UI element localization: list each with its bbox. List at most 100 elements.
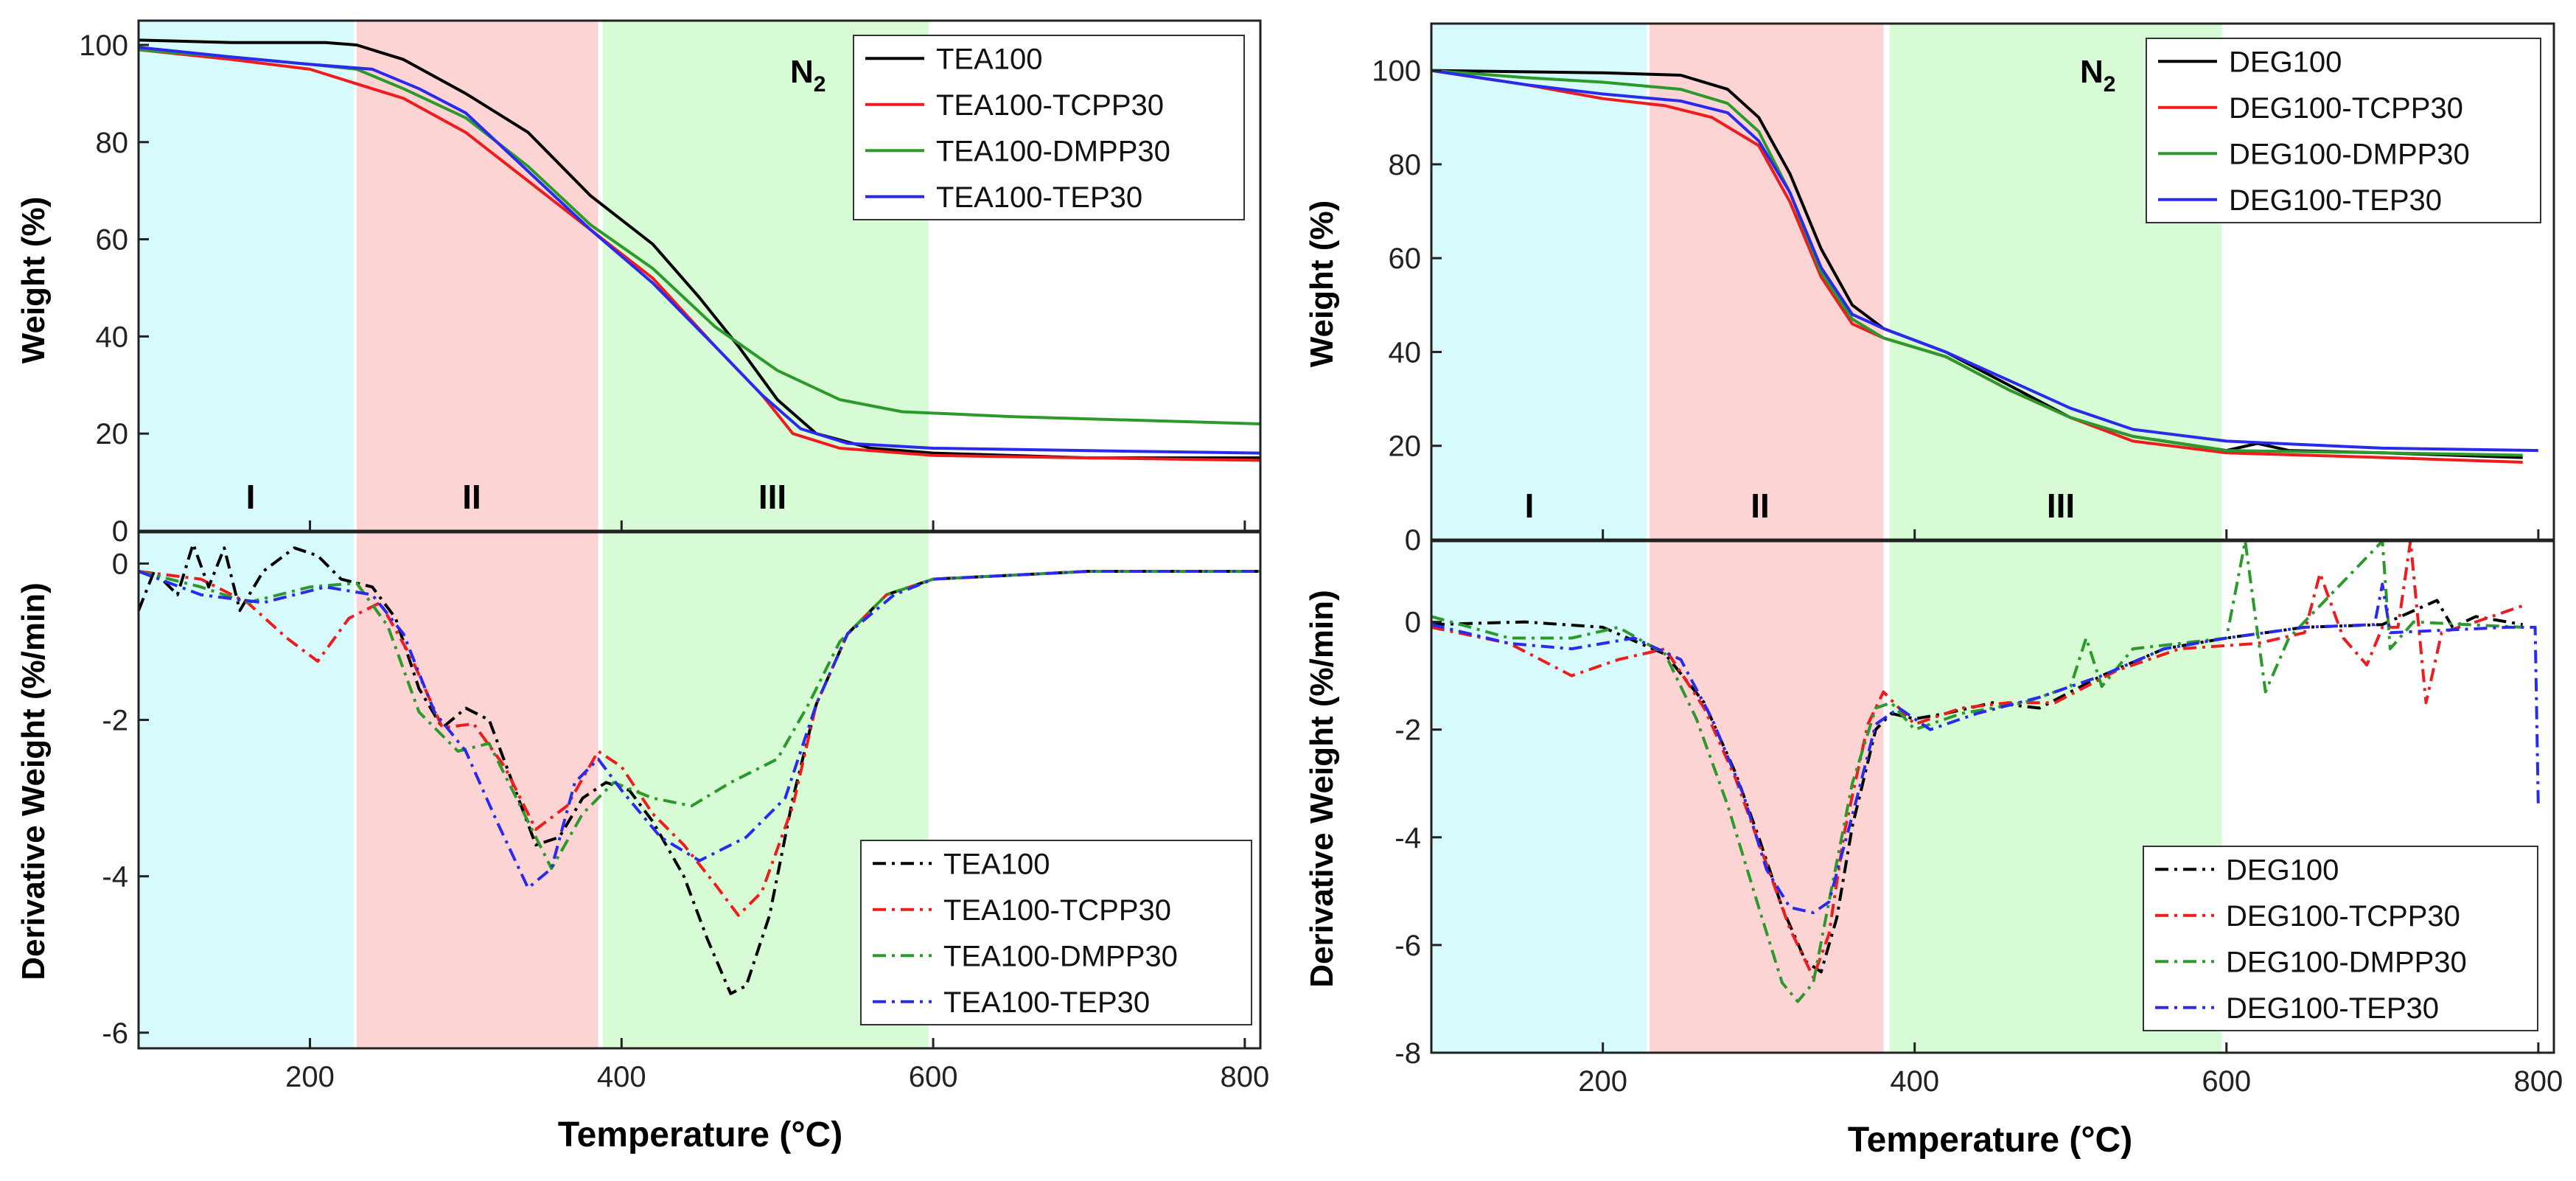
left-xtick-label: 600 xyxy=(909,1061,958,1093)
left-region-label-3: III xyxy=(758,478,786,516)
left-atmosphere-label: N2 xyxy=(790,54,825,97)
right-weight-line-4 xyxy=(1431,69,2538,453)
right-bottom-ytick-label: -2 xyxy=(1395,714,1421,747)
left-bottom-legend-entry: TEA100-DMPP30 xyxy=(943,940,1178,972)
right-bottom-y-axis-label: Derivative Weight (%/min) xyxy=(1304,590,1340,988)
left-xtick-label: 800 xyxy=(1220,1061,1269,1093)
right-top-ytick-label: 0 xyxy=(1405,524,1421,557)
left-region-band-2 xyxy=(356,21,598,531)
left-region-band-2 xyxy=(356,532,598,1048)
right-bottom-legend-box xyxy=(2143,846,2538,1031)
right-axes-frames xyxy=(1430,22,2555,1054)
left-derivative-series xyxy=(137,542,1260,995)
left-top-y-axis-label: Weight (%) xyxy=(15,197,52,364)
right-top-legend-entry: DEG100 xyxy=(2229,46,2342,78)
left-top-ytick-label: 100 xyxy=(79,29,128,62)
right-panel: 0 20 40 60 80 100 -8 -6 -4 -2 0 200 400 600 800 I II I… xyxy=(1304,22,2563,1160)
left-bottom-region-bands xyxy=(139,532,929,1048)
right-top-axes-frame xyxy=(1430,22,2555,541)
left-top-ytick-label: 40 xyxy=(96,321,129,353)
right-xtick-label: 200 xyxy=(1578,1065,1627,1098)
right-region-band-1 xyxy=(1431,24,1647,540)
right-bottom-legend-entry: DEG100-TCPP30 xyxy=(2226,900,2460,933)
right-top-legend-entry: DEG100-TEP30 xyxy=(2229,184,2442,217)
left-top-ytick-label: 80 xyxy=(96,127,129,159)
left-top-legend-entry: TEA100 xyxy=(936,43,1043,75)
left-top-legend-entry: TEA100-TCPP30 xyxy=(936,89,1164,122)
right-bottom-legend-entry: DEG100 xyxy=(2226,854,2339,886)
right-bottom-axes-frame xyxy=(1430,540,2555,1054)
right-x-axis-label: Temperature (°C) xyxy=(1848,1121,2132,1160)
left-weight-line-2 xyxy=(138,48,1261,462)
right-region-label-3: III xyxy=(2047,487,2075,525)
left-bottom-ytick-label: -2 xyxy=(102,705,128,737)
right-derivative-line-3 xyxy=(1431,540,2523,1003)
left-top-ytick-label: 60 xyxy=(96,224,129,257)
right-top-ytick-label: 20 xyxy=(1389,431,1422,463)
right-weight-line-3 xyxy=(1431,69,2523,457)
right-weight-line-2 xyxy=(1431,69,2523,464)
right-top-legend-box xyxy=(2146,38,2541,223)
left-bottom-ytick-label: -6 xyxy=(102,1017,128,1050)
right-region-band-1 xyxy=(1431,541,1647,1053)
right-region-label-2: II xyxy=(1751,487,1770,525)
left-bottom-y-axis-label: Derivative Weight (%/min) xyxy=(15,582,52,980)
right-bottom-legend-entry: DEG100-TEP30 xyxy=(2226,992,2439,1025)
left-region-band-1 xyxy=(139,532,354,1048)
right-bottom-legend: DEG100 DEG100-TCPP30 DEG100-DMPP30 DEG100-T… xyxy=(2143,846,2538,1031)
left-panel: 0 20 40 60 80 100 -6 -4 -2 0 200 400 600 800 I II III… xyxy=(15,19,1269,1154)
right-bottom-ytick-label: 0 xyxy=(1405,607,1421,639)
left-top-legend-entry: TEA100-TEP30 xyxy=(936,181,1142,214)
right-top-legend-entry: DEG100-DMPP30 xyxy=(2229,138,2470,170)
left-axes-frames xyxy=(137,19,1262,1050)
right-xtick-label: 400 xyxy=(1890,1065,1939,1098)
right-derivative-series xyxy=(1431,540,2540,1003)
right-xtick-label: 800 xyxy=(2513,1065,2563,1098)
right-axis-ticks: 0 20 40 60 80 100 -8 -6 -4 -2 0 200 400 600 800 xyxy=(1372,55,2563,1098)
right-top-y-axis-label: Weight (%) xyxy=(1304,201,1340,368)
right-top-ytick-label: 60 xyxy=(1389,243,1422,275)
right-xtick-label: 600 xyxy=(2202,1065,2251,1098)
right-atmosphere-label: N2 xyxy=(2080,54,2115,97)
left-weight-series xyxy=(138,38,1261,462)
right-top-ytick-label: 80 xyxy=(1389,149,1422,181)
left-derivative-line-4 xyxy=(138,570,1260,890)
right-top-ytick-label: 40 xyxy=(1389,336,1422,369)
right-derivative-line-4 xyxy=(1431,582,2540,915)
left-weight-line-1 xyxy=(138,38,1260,460)
right-weight-series xyxy=(1431,69,2538,464)
left-bottom-legend-entry: TEA100-TEP30 xyxy=(943,986,1150,1019)
left-bottom-legend-entry: TEA100-TCPP30 xyxy=(943,894,1171,927)
left-bottom-legend: TEA100 TEA100-TCPP30 TEA100-DMPP30 TEA100-T… xyxy=(860,840,1252,1025)
right-bottom-ytick-label: -6 xyxy=(1395,930,1421,962)
right-bottom-legend-entry: DEG100-DMPP30 xyxy=(2226,946,2467,978)
left-axis-ticks: 0 20 40 60 80 100 -6 -4 -2 0 200 400 600 800 xyxy=(79,29,1269,1093)
left-x-axis-label: Temperature (°C) xyxy=(558,1115,842,1154)
left-top-legend-entry: TEA100-DMPP30 xyxy=(936,135,1170,167)
left-xtick-label: 400 xyxy=(597,1061,646,1093)
left-bottom-ytick-label: 0 xyxy=(112,548,128,580)
right-region-label-1: I xyxy=(1525,487,1535,525)
left-bottom-ytick-label: -4 xyxy=(102,861,128,893)
right-top-ytick-label: 100 xyxy=(1372,55,1421,88)
right-derivative-line-2 xyxy=(1431,540,2524,979)
right-bottom-ytick-label: -4 xyxy=(1395,822,1421,854)
left-top-region-bands xyxy=(139,21,929,531)
right-top-legend-entry: DEG100-TCPP30 xyxy=(2229,92,2463,125)
left-bottom-legend-box xyxy=(860,840,1252,1025)
right-bottom-ytick-label: -8 xyxy=(1395,1037,1421,1070)
left-region-band-1 xyxy=(139,21,354,531)
left-top-ytick-label: 20 xyxy=(96,418,129,450)
right-top-legend: DEG100 DEG100-TCPP30 DEG100-DMPP30 DEG100-T… xyxy=(2146,38,2541,223)
right-bottom-region-bands xyxy=(1431,541,2222,1053)
right-region-band-2 xyxy=(1650,24,1884,540)
left-region-label-2: II xyxy=(462,478,481,516)
left-xtick-label: 200 xyxy=(285,1061,335,1093)
right-region-band-2 xyxy=(1650,541,1884,1053)
left-top-legend: TEA100 TEA100-TCPP30 TEA100-DMPP30 TEA100-T… xyxy=(853,35,1245,220)
left-bottom-axes-frame xyxy=(137,531,1262,1050)
left-region-label-1: I xyxy=(246,478,256,516)
left-top-legend-box xyxy=(853,35,1245,220)
left-top-ytick-label: 0 xyxy=(112,515,128,548)
